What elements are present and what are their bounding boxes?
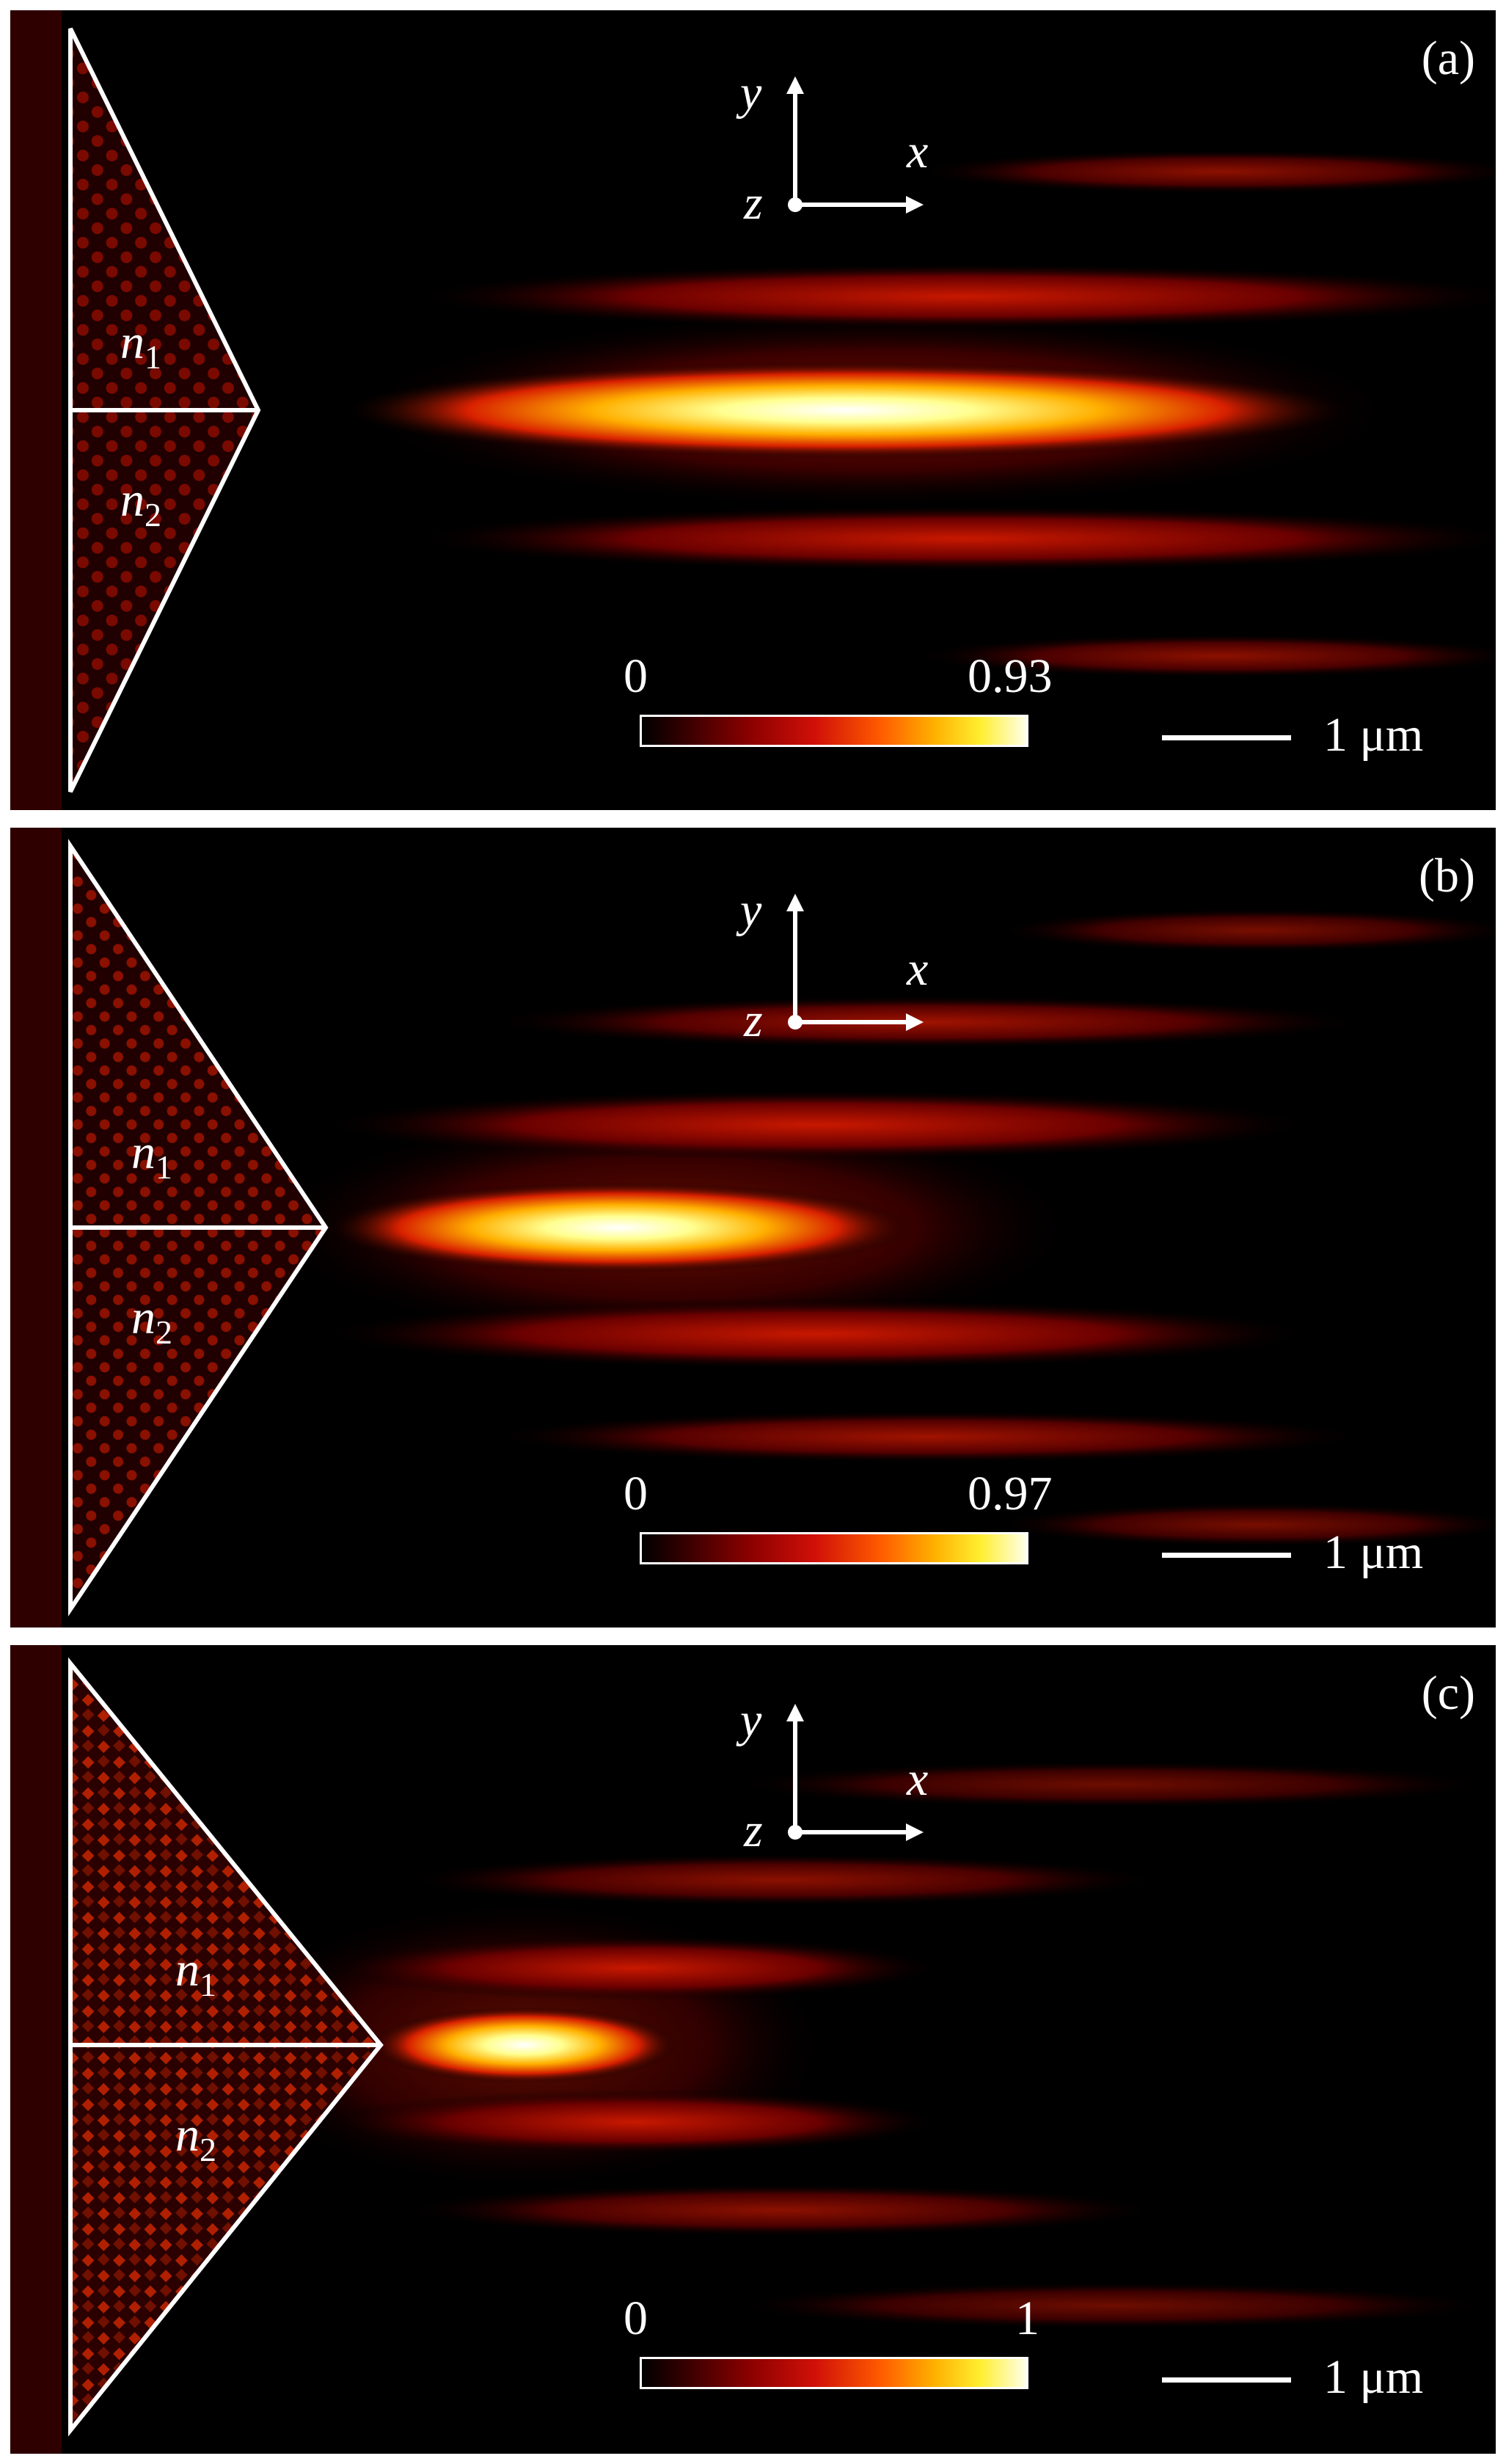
upper-lobe-b xyxy=(318,1090,1316,1160)
panel-label-a: (a) xyxy=(1421,32,1475,85)
panel-label-b: (b) xyxy=(1419,849,1475,903)
scale-bar-a xyxy=(1162,735,1291,740)
colorbar-min-a: 0 xyxy=(624,649,648,703)
z-axis-dot-a xyxy=(788,197,803,212)
axis-y-label-c: y xyxy=(740,1694,762,1747)
colorbar-max-b: 0.97 xyxy=(968,1467,1053,1520)
scale-bar-c xyxy=(1162,2377,1291,2383)
panel-c: (c) y x z n1 n2 0 1 1 μm xyxy=(10,1645,1496,2454)
region-n2-b: n2 xyxy=(131,1291,172,1351)
axis-y-label-a: y xyxy=(740,66,762,120)
upper-lobe-c xyxy=(326,1936,942,2000)
focal-spot-a xyxy=(340,362,1353,459)
z-axis-dot-b xyxy=(788,1015,803,1029)
panel-b: (b) y x z n1 n2 0 0.97 1 μm xyxy=(10,828,1496,1628)
focal-spot-b xyxy=(326,1182,913,1273)
lower-lobe-b xyxy=(318,1299,1316,1369)
focal-spot-c xyxy=(370,2007,678,2083)
region-n2-a: n2 xyxy=(120,473,161,533)
scale-bar-label-c: 1 μm xyxy=(1323,2350,1424,2404)
panel-a: (a) y x z n1 n2 0 0.93 1 μm xyxy=(10,10,1496,810)
z-axis-dot-c xyxy=(788,1825,803,1840)
scale-bar-label-a: 1 μm xyxy=(1323,708,1424,762)
colorbar-max-c: 1 xyxy=(1015,2292,1039,2345)
lower-lobe-c xyxy=(326,2090,942,2154)
axis-z-label-a: z xyxy=(744,176,763,230)
colorbar-b xyxy=(640,1532,1028,1564)
colorbar-min-c: 0 xyxy=(624,2292,648,2345)
axis-x-label-b: x xyxy=(907,942,929,996)
axis-z-label-c: z xyxy=(744,1804,763,1857)
lower-lobe-a xyxy=(406,506,1496,572)
colorbar-a xyxy=(640,715,1028,747)
axis-z-label-b: z xyxy=(744,994,763,1047)
field-map-c xyxy=(10,1645,1496,2454)
region-n1-a: n1 xyxy=(120,316,161,376)
region-n1-c: n1 xyxy=(175,1943,216,2003)
upper-lobe-a xyxy=(406,263,1496,329)
field-map-a xyxy=(10,10,1496,810)
scale-bar-label-b: 1 μm xyxy=(1323,1526,1424,1579)
field-map-b xyxy=(10,828,1496,1628)
colorbar-max-a: 0.93 xyxy=(968,649,1053,703)
colorbar-c xyxy=(640,2357,1028,2389)
region-n2-c: n2 xyxy=(175,2108,216,2168)
colorbar-min-b: 0 xyxy=(624,1467,648,1520)
scale-bar-b xyxy=(1162,1553,1291,1558)
axis-x-label-c: x xyxy=(907,1752,929,1806)
axis-x-label-a: x xyxy=(907,125,929,178)
region-n1-b: n1 xyxy=(131,1126,172,1186)
axis-y-label-b: y xyxy=(740,883,762,937)
panel-label-c: (c) xyxy=(1421,1666,1475,1720)
